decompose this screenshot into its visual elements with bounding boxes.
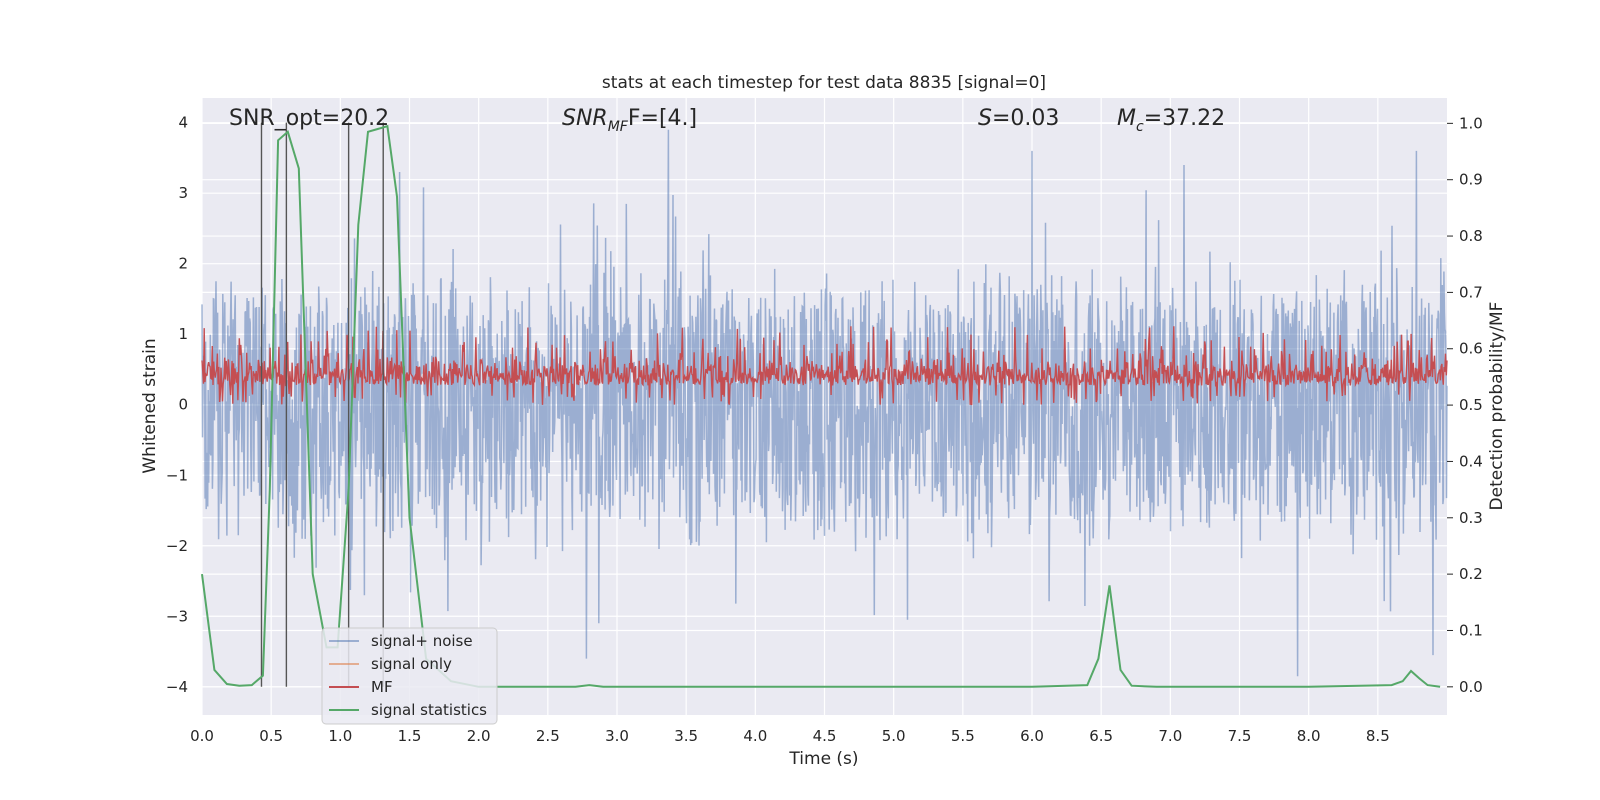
y-right-axis-label: Detection probability/MF: [1487, 302, 1507, 511]
x-tick-label: 2.0: [467, 727, 491, 745]
y-tick-label: −1: [166, 466, 188, 484]
mf-line: [201, 326, 1448, 406]
y-right-axis-ticks: 0.0 0.1 0.2 0.3 0.4 0.5 0.6 0.7 0.8 0.9 1.0: [1447, 114, 1483, 696]
legend: signal+ noise signal only MF signal stat…: [321, 627, 498, 725]
x-axis-ticks: 0.0 0.5 1.0 1.5 2.0 2.5 3.0 3.5 4.0 4.5 5.0 5.5 6.0 6…: [190, 727, 1390, 745]
x-tick-label: 6.0: [1020, 727, 1044, 745]
series-mf: [201, 326, 1448, 406]
x-tick-label: 1.5: [398, 727, 422, 745]
x-tick-label: 0.5: [259, 727, 283, 745]
y-right-tick-label: 0.5: [1459, 396, 1483, 414]
y-tick-label: 4: [178, 114, 188, 132]
x-tick-label: 6.5: [1089, 727, 1113, 745]
x-tick-label: 7.0: [1158, 727, 1182, 745]
vertical-markers: [260, 122, 384, 687]
y-right-tick-label: 0.3: [1459, 509, 1483, 527]
y-tick-label: −2: [166, 537, 188, 555]
y-right-tick-label: 1.0: [1459, 114, 1483, 132]
annotation-snr-opt: SNR_opt=20.2: [229, 106, 389, 131]
legend-label-signal-noise: signal+ noise: [371, 632, 473, 650]
y-right-tick-label: 0.9: [1459, 171, 1483, 189]
legend-label-signal-only: signal only: [371, 655, 452, 673]
x-tick-label: 4.0: [743, 727, 767, 745]
x-tick-label: 5.0: [882, 727, 906, 745]
y-tick-label: 2: [178, 255, 188, 273]
y-right-tick-label: 0.6: [1459, 340, 1483, 358]
chart-title: stats at each timestep for test data 883…: [602, 73, 1046, 93]
y-right-tick-label: 0.1: [1459, 621, 1483, 639]
y-tick-label: 0: [178, 396, 188, 414]
y-right-tick-label: 0.0: [1459, 678, 1483, 696]
y-tick-label: −3: [166, 607, 188, 625]
y-right-tick-label: 0.2: [1459, 565, 1483, 583]
x-tick-label: 5.5: [951, 727, 975, 745]
x-tick-label: 1.0: [328, 727, 352, 745]
annotation-s: S=0.03: [978, 106, 1059, 131]
y-tick-label: 3: [178, 184, 188, 202]
x-tick-label: 8.5: [1366, 727, 1390, 745]
noise-line: [201, 129, 1448, 677]
y-right-tick-label: 0.7: [1459, 283, 1483, 301]
y-right-tick-label: 0.8: [1459, 227, 1483, 245]
legend-label-signal-statistics: signal statistics: [371, 701, 487, 719]
x-tick-label: 7.5: [1228, 727, 1252, 745]
x-tick-label: 3.0: [605, 727, 629, 745]
x-tick-label: 3.5: [674, 727, 698, 745]
x-axis-label: Time (s): [788, 749, 858, 769]
x-tick-label: 0.0: [190, 727, 214, 745]
y-axis-ticks: −4 −3 −2 −1 0 1 2 3 4: [166, 114, 188, 696]
x-tick-label: 8.0: [1297, 727, 1321, 745]
y-tick-label: 1: [178, 325, 188, 343]
y-axis-label: Whitened strain: [140, 338, 160, 473]
x-tick-label: 2.5: [536, 727, 560, 745]
series-signal-noise: [201, 129, 1448, 677]
legend-box: [321, 627, 498, 725]
y-right-tick-label: 0.4: [1459, 452, 1483, 470]
y-tick-label: −4: [166, 678, 188, 696]
x-tick-label: 4.5: [813, 727, 837, 745]
annotation-snr-mf: SNRMFF=[4.]: [562, 106, 697, 135]
legend-label-mf: MF: [371, 678, 393, 696]
annotation-mc: Mc=37.22: [1117, 106, 1225, 135]
